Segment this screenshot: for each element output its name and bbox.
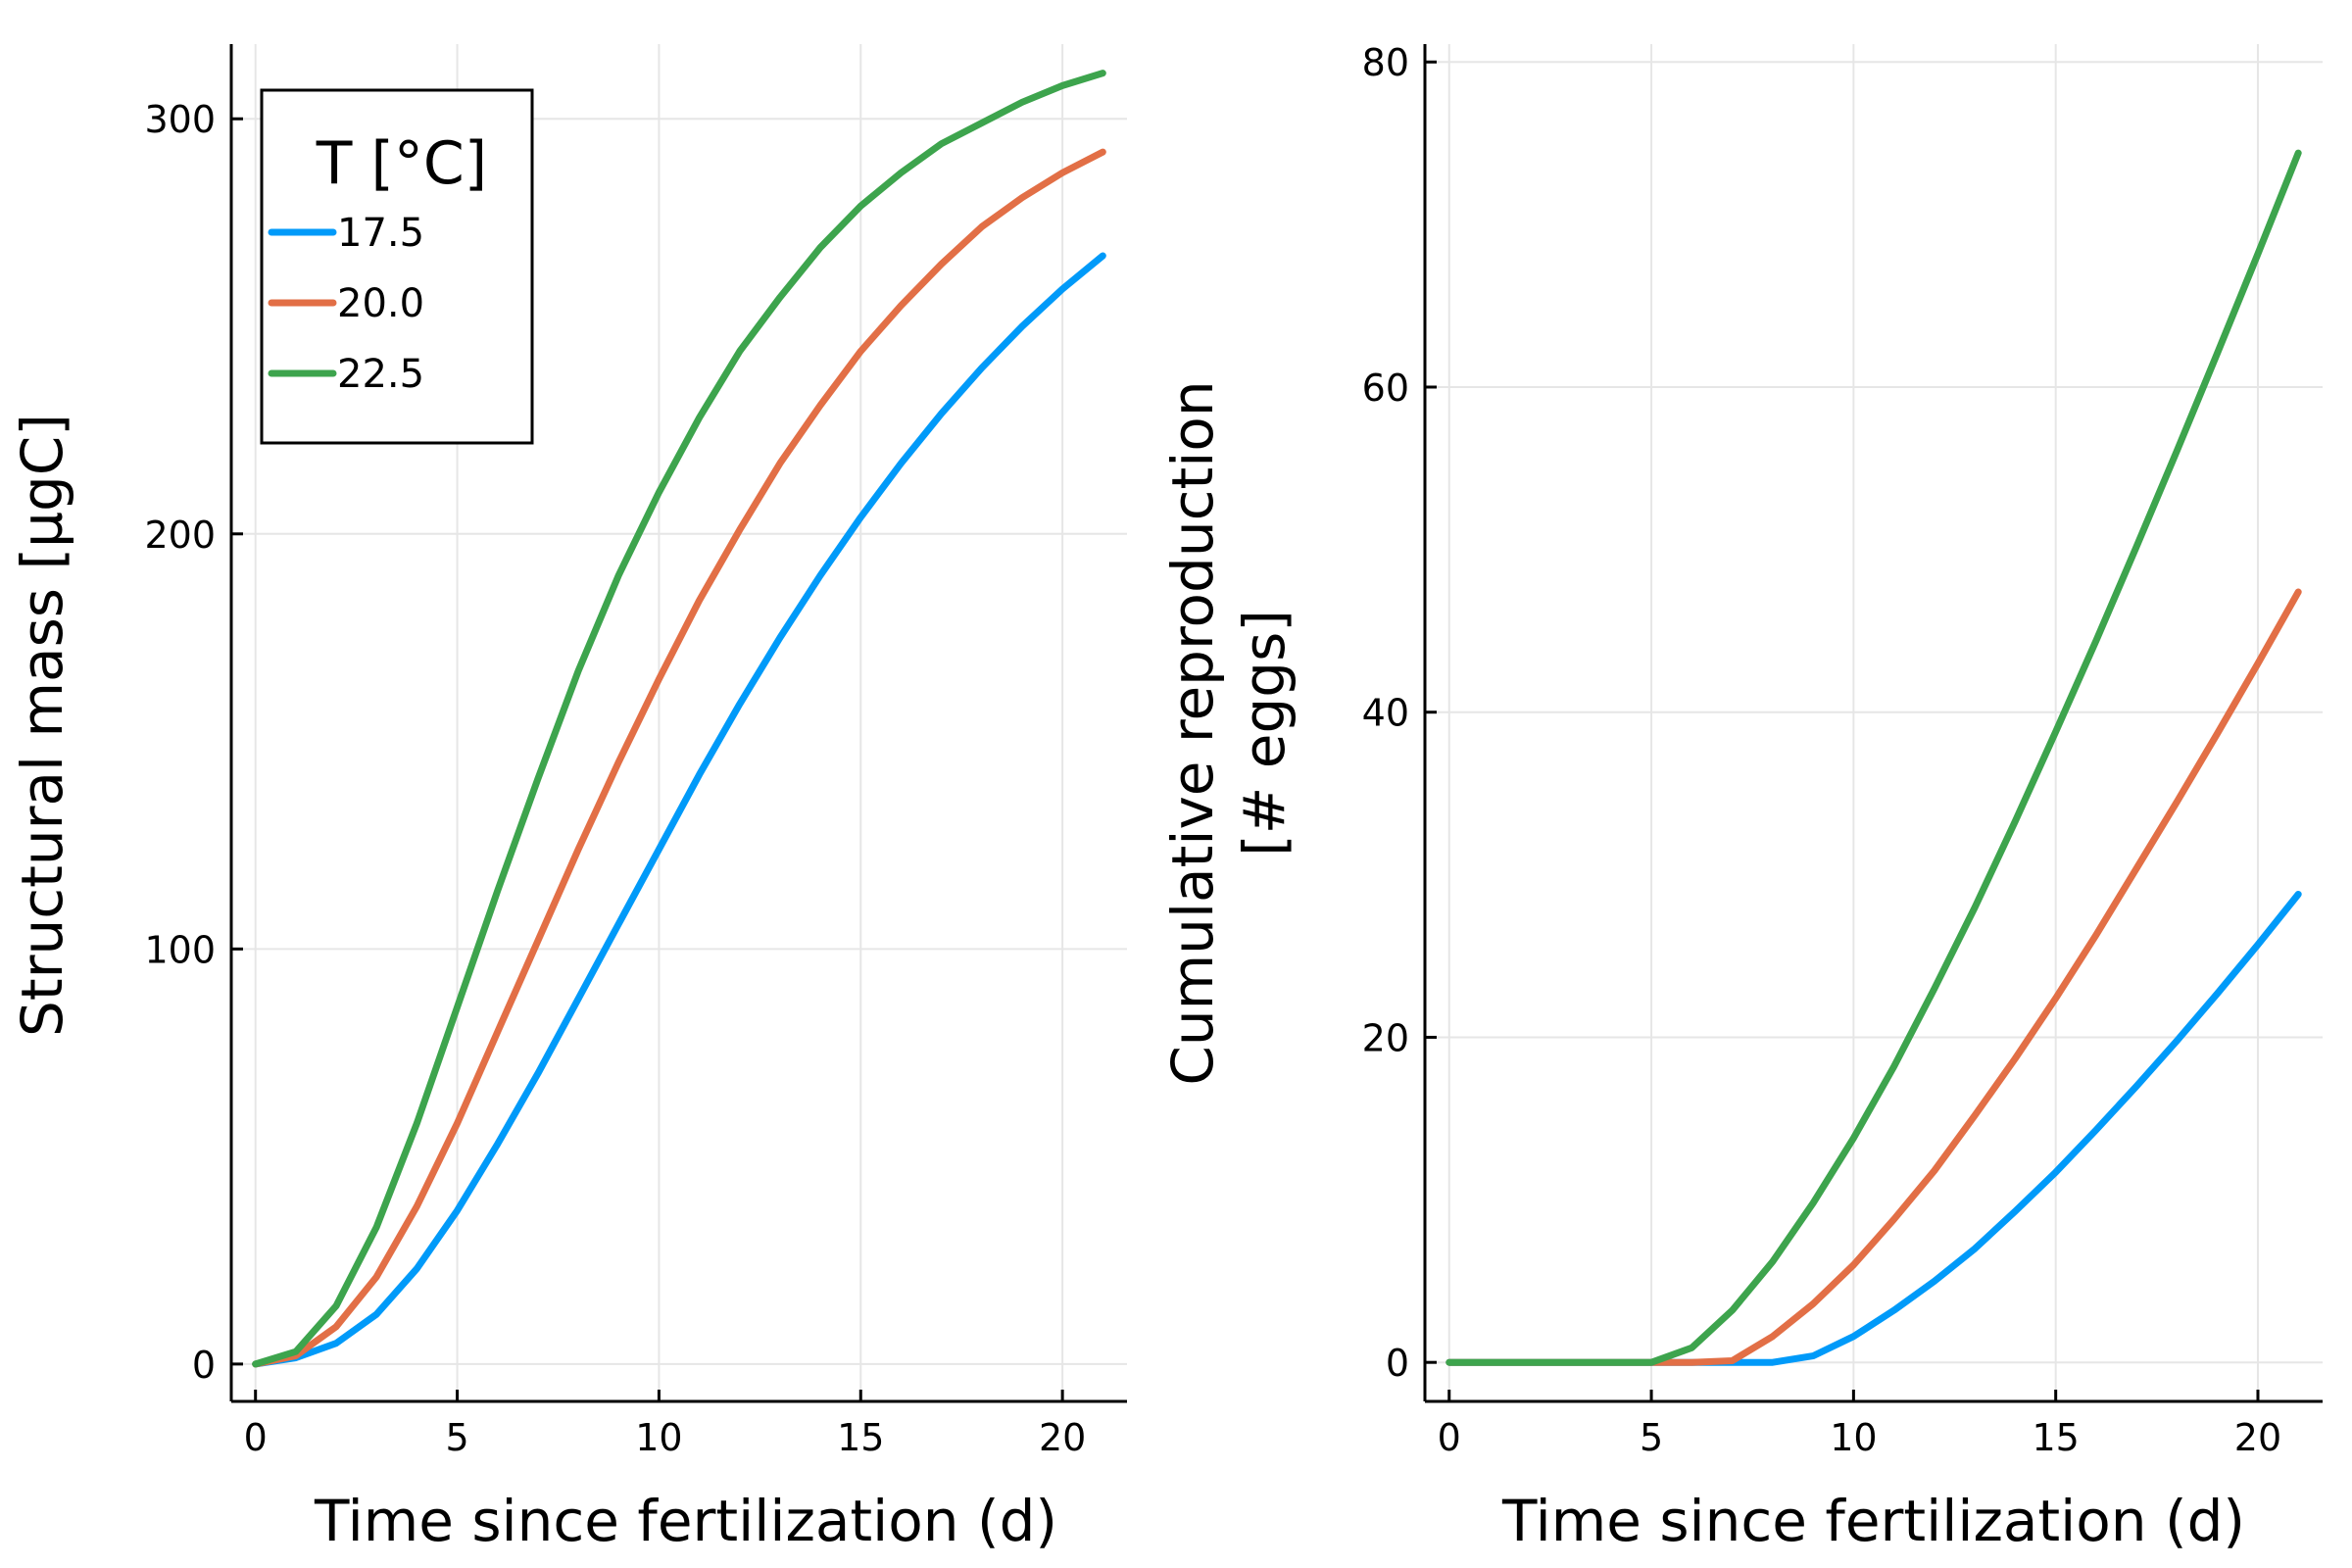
legend-label-22-5: 22.5: [337, 352, 424, 397]
structural-mass-x-axis-label: Time since fertilization (d): [314, 1488, 1057, 1554]
structural-mass-x-tick-label: 5: [445, 1416, 468, 1459]
cumulative-reproduction-y-tick-label: 60: [1362, 367, 1409, 410]
structural-mass-y-axis-label: Structural mass [µgC]: [9, 414, 75, 1037]
legend-box: [260, 88, 534, 445]
structural-mass-series-17-5: [252, 252, 1106, 1368]
cumulative-reproduction-ticks: 0 5 10 15 20 0 20 40 60 80: [1362, 41, 2282, 1459]
cumulative-reproduction-y-tick-label: 40: [1362, 692, 1409, 735]
structural-mass-y-tick-label: 100: [144, 928, 216, 971]
structural-mass-series: [252, 70, 1106, 1368]
cumulative-reproduction-grid: [1425, 44, 2323, 1401]
cumulative-reproduction-x-tick-label: 0: [1438, 1416, 1461, 1459]
structural-mass-axes: [229, 44, 1127, 1403]
legend-label-17-5: 17.5: [337, 211, 424, 256]
legend-label-20-0: 20.0: [337, 281, 424, 326]
structural-mass-x-tick-label: 10: [635, 1416, 682, 1459]
cumulative-reproduction-series-22-5: [1446, 149, 2302, 1366]
cumulative-reproduction-x-tick-label: 10: [1830, 1416, 1877, 1459]
cumulative-reproduction-x-tick-label: 5: [1640, 1416, 1663, 1459]
cumulative-reproduction-x-tick-label: 20: [2234, 1416, 2281, 1459]
structural-mass-x-tick-label: 20: [1039, 1416, 1086, 1459]
cumulative-reproduction-axes: [1423, 44, 2323, 1403]
legend-title: T [°C]: [316, 129, 487, 198]
legend: T [°C] 17.5 20.0 22.5: [260, 88, 534, 445]
cumulative-reproduction-y-tick-label: 20: [1362, 1016, 1409, 1059]
cumulative-reproduction-series: [1446, 149, 2302, 1366]
cumulative-reproduction-y-tick-label: 0: [1386, 1342, 1409, 1385]
cumulative-reproduction-series-20-0: [1446, 588, 2302, 1366]
structural-mass-x-tick-label: 0: [244, 1416, 268, 1459]
cumulative-reproduction-x-tick-label: 15: [2032, 1416, 2079, 1459]
structural-mass-y-tick-label: 300: [144, 98, 216, 141]
structural-mass-y-tick-label: 200: [144, 514, 216, 557]
cumulative-reproduction-plot: 0 5 10 15 20 0 20 40 60 80 Time since fertilizati…: [1159, 41, 2323, 1554]
structural-mass-series-22-5: [252, 70, 1106, 1368]
cumulative-reproduction-y-axis-label-line2: [# eggs]: [1231, 610, 1298, 857]
legend-entries: 17.5 20.0 22.5: [268, 211, 424, 397]
structural-mass-x-tick-label: 15: [837, 1416, 884, 1459]
cumulative-reproduction-y-axis-label-line1: Cumulative reproduction: [1159, 380, 1226, 1085]
cumulative-reproduction-x-axis-label: Time since fertilization (d): [1501, 1488, 2245, 1554]
cumulative-reproduction-series-17-5: [1446, 891, 2302, 1366]
structural-mass-y-tick-label: 0: [192, 1344, 216, 1387]
structural-mass-series-20-0: [252, 148, 1106, 1368]
cumulative-reproduction-y-tick-label: 80: [1362, 41, 1409, 84]
